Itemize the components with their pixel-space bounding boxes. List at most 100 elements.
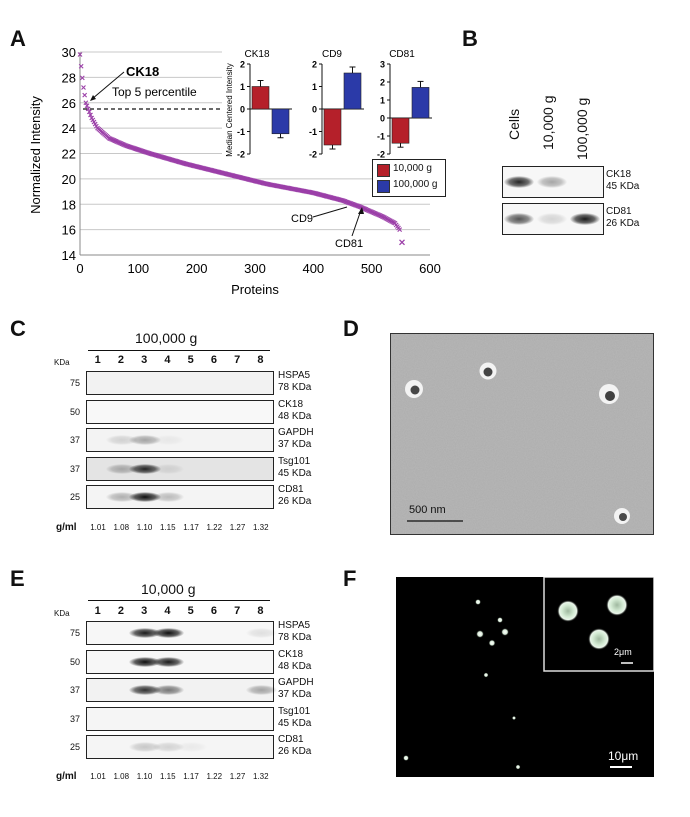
annot-cd9: CD9 (291, 213, 313, 225)
annot-ck18-arrowhead (90, 95, 96, 101)
panel-c-title-line (88, 350, 270, 351)
data-point (85, 106, 91, 112)
inset-cd81: CD81 3 2 1 0 -1 -2 (377, 49, 432, 160)
inset-particle (557, 600, 579, 622)
inset-cd81-title: CD81 (389, 49, 415, 60)
data-point (86, 109, 92, 115)
x-tick-label: 600 (419, 261, 441, 276)
panel-b-protein-label: CD81 (606, 206, 632, 217)
inset-tick-label: 0 (312, 105, 317, 115)
band (504, 176, 534, 188)
particle (488, 639, 496, 647)
y-tick-label: 28 (62, 70, 76, 85)
data-point (81, 85, 86, 90)
panel-f-scale-label: 10μm (608, 749, 639, 763)
inset-tick-label: 1 (312, 82, 317, 92)
band (245, 628, 278, 638)
panel-c-lane-number: 8 (257, 354, 264, 366)
panel-b-size-label: 26 KDa (606, 218, 640, 229)
data-point (397, 227, 403, 233)
panel-c-density-value: 1.01 (90, 523, 106, 532)
panel-b-blot-cd81 (502, 203, 604, 235)
panel-a-y-ticks: 30 28 26 24 22 20 18 16 14 (62, 45, 76, 263)
band (129, 685, 161, 695)
inset-tick-label: 2 (240, 60, 245, 70)
panel-b-protein-label: CK18 (606, 169, 632, 180)
panel-e-lane-number: 4 (164, 605, 171, 617)
panel-e-density-value: 1.17 (183, 772, 199, 781)
panel-e-blot-cd81 (86, 735, 274, 759)
panel-e-marker-label: 37 (69, 713, 80, 724)
panel-e-protein-label: GAPDH (278, 677, 314, 688)
panel-c-density-label: g/ml (56, 522, 77, 533)
particle (501, 628, 509, 636)
panel-b-lane-cells: Cells (506, 108, 522, 140)
inset-tick-label: 2 (380, 78, 385, 88)
panel-f-fluorescence-image: 2μm 10μm (396, 577, 654, 777)
panel-e-density-value: 1.10 (136, 772, 153, 781)
particle (483, 672, 489, 678)
panel-b-blot-ck18 (502, 166, 604, 198)
particle (515, 764, 521, 770)
inset-tick-label: 2 (312, 60, 317, 70)
band (537, 176, 567, 188)
particle (512, 716, 516, 720)
data-point (84, 103, 90, 109)
band (106, 492, 138, 502)
panel-c-protein-label: Tsg101 (278, 455, 311, 467)
panel-e-blot-gapdh (86, 678, 278, 702)
panel-e-title: 10,000 g (141, 581, 196, 597)
inset-tick-label: 1 (380, 96, 385, 106)
panel-c-kda-header: KDa (54, 358, 70, 367)
inset-ck18: CK18 2 1 0 -1 -2 (237, 49, 292, 160)
inset-bar (411, 87, 430, 119)
panel-e-marker-label: 37 (69, 685, 80, 695)
panel-c-density-value: 1.17 (183, 523, 199, 532)
panel-e-lane-number: 1 (94, 605, 101, 617)
panel-f-inset (543, 577, 654, 672)
inset-tick-label: 0 (240, 105, 245, 115)
inset-particle (606, 594, 628, 616)
x-tick-label: 100 (127, 261, 149, 276)
panel-e-density-value: 1.01 (90, 772, 106, 781)
panel-c-lane-number: 6 (210, 354, 217, 366)
inset-y-label: Median Centered Intensity (225, 63, 234, 156)
inset-tick-label: -2 (309, 150, 317, 160)
y-tick-label: 26 (62, 96, 76, 111)
band (129, 742, 161, 752)
panel-c-lane-number: 1 (94, 354, 101, 366)
annot-top5: Top 5 percentile (112, 85, 197, 99)
inset-tick-label: -1 (237, 127, 245, 137)
panel-c-lane-number: 4 (164, 354, 171, 366)
panel-c-marker-label: 75 (69, 378, 80, 388)
panel-e-protein-label: CD81 (278, 734, 304, 745)
data-point (88, 112, 93, 118)
panel-e-size-label: 37 KDa (278, 689, 312, 700)
panel-e-protein-label: HSPA5 (278, 620, 311, 631)
panel-label-b: B (462, 26, 478, 51)
band (504, 213, 534, 225)
inset-cd9-title: CD9 (322, 49, 342, 60)
panel-d-tem-image: 500 nm (390, 333, 654, 535)
band (152, 628, 185, 638)
panel-a-inset-charts: Median Centered Intensity CK18 2 1 0 -1 -2 C… (222, 42, 448, 162)
inset-particle (588, 628, 610, 650)
band (129, 435, 161, 445)
panel-e-lane-number: 3 (141, 605, 148, 617)
panel-c-blot-gapdh (86, 428, 274, 452)
panel-label-a: A (10, 26, 26, 51)
y-tick-label: 20 (62, 172, 76, 187)
panel-label-d: D (343, 316, 359, 341)
panel-c-lane-number: 3 (141, 354, 148, 366)
inset-ck18-title: CK18 (244, 49, 269, 60)
particle (475, 599, 481, 605)
panel-c-size-label: 37 KDa (278, 439, 312, 450)
x-tick-label: 500 (361, 261, 383, 276)
legend-label-100000: 100,000 g (393, 179, 438, 190)
inset-tick-label: -2 (377, 150, 385, 160)
panel-e-density-value: 1.32 (252, 772, 269, 781)
y-tick-label: 22 (62, 147, 76, 162)
band (152, 742, 185, 752)
panel-c-lane-number: 7 (234, 354, 241, 366)
y-tick-label: 24 (62, 121, 76, 136)
